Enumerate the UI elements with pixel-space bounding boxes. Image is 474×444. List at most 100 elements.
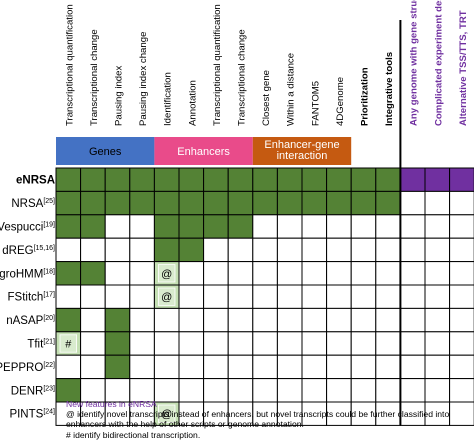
matrix-cell (375, 307, 401, 333)
matrix-cell (375, 237, 401, 263)
matrix-cell (227, 354, 254, 380)
matrix-cell (399, 331, 426, 356)
matrix-cell (350, 190, 377, 216)
matrix-cell (227, 190, 254, 216)
matrix-cell (326, 214, 352, 239)
matrix-cell (276, 354, 303, 380)
matrix-cell (129, 214, 155, 239)
matrix-cell (178, 237, 205, 263)
column-header: Prioritization (360, 67, 371, 126)
matrix-cell (375, 190, 401, 216)
matrix-cell (129, 261, 155, 286)
matrix-cell (104, 190, 131, 216)
matrix-cell (129, 167, 155, 192)
matrix-cell (104, 284, 131, 309)
matrix-cell (129, 284, 155, 309)
matrix-cell (424, 261, 451, 286)
cell-inner (157, 264, 176, 283)
group-box (56, 137, 155, 165)
matrix-cell (252, 237, 278, 263)
matrix-cell (252, 214, 278, 239)
matrix-cell (104, 354, 131, 380)
matrix-cell (326, 261, 352, 286)
matrix-cell (301, 354, 328, 380)
matrix-cell (80, 214, 106, 239)
column-header: Pausing index (114, 66, 125, 126)
group-box (154, 137, 253, 165)
matrix-cell (375, 284, 401, 309)
matrix-cell (449, 284, 474, 309)
matrix-cell (104, 331, 131, 356)
matrix-cell (449, 307, 474, 333)
matrix-cell (449, 214, 474, 239)
row-label: eNRSA (16, 175, 55, 187)
column-header: Identification (163, 72, 174, 126)
matrix-cell (178, 261, 205, 286)
matrix-cell (252, 331, 278, 356)
cell-inner (59, 334, 78, 353)
matrix-cell (80, 284, 106, 309)
cell-symbol: @ (161, 292, 172, 304)
matrix-cell (55, 307, 82, 333)
matrix-cell (399, 167, 426, 192)
matrix-cell (227, 331, 254, 356)
matrix-cell (399, 214, 426, 239)
column-header: Closest gene (261, 70, 272, 126)
column-header: Within a distance (286, 53, 297, 126)
matrix-cell (326, 284, 352, 309)
matrix-cell (252, 354, 278, 380)
matrix-cell (153, 237, 180, 263)
matrix-cell (252, 190, 278, 216)
matrix-cell (424, 237, 451, 263)
matrix-cell (252, 284, 278, 309)
matrix-cell (350, 284, 377, 309)
column-header: Any genome with gene structure (409, 0, 420, 126)
cell-inner (157, 404, 176, 423)
matrix-cell (326, 331, 352, 356)
matrix-cell (350, 354, 377, 380)
matrix-cell (153, 167, 180, 192)
matrix-cell (153, 190, 180, 216)
matrix-cell (104, 214, 131, 239)
matrix-cell (350, 214, 377, 239)
matrix-cell (203, 307, 229, 333)
matrix-cell (350, 331, 377, 356)
matrix-cell (227, 261, 254, 286)
matrix-cell (375, 214, 401, 239)
row-label: dREG[15,16] (2, 245, 55, 257)
matrix-cell (252, 261, 278, 286)
matrix-cell (153, 354, 180, 380)
matrix-cell (80, 237, 106, 263)
row-label: Tfit[21] (27, 339, 55, 351)
matrix-cell (80, 331, 106, 356)
matrix-cell (203, 214, 229, 239)
footnotes: New features in eNRSA @ identify novel t… (66, 399, 470, 440)
matrix-cell (55, 214, 82, 239)
matrix-cell (326, 237, 352, 263)
matrix-cell (203, 284, 229, 309)
matrix-cell (227, 167, 254, 192)
matrix-cell (104, 307, 131, 333)
matrix-cell (326, 307, 352, 333)
matrix-cell (399, 307, 426, 333)
group-label: interaction (277, 150, 328, 162)
matrix-cell (301, 167, 328, 192)
matrix-cell (424, 214, 451, 239)
matrix-cell (301, 284, 328, 309)
matrix-cell (203, 167, 229, 192)
matrix-cell (301, 261, 328, 286)
matrix-cell (326, 190, 352, 216)
matrix-cell (399, 261, 426, 286)
matrix-cell (449, 167, 474, 192)
matrix-cell (227, 284, 254, 309)
matrix-cell (153, 214, 180, 239)
matrix-cell (178, 331, 205, 356)
group-label: Genes (89, 146, 122, 158)
matrix-cell (252, 307, 278, 333)
matrix-cell (350, 237, 377, 263)
matrix-cell (178, 167, 205, 192)
matrix-cell (301, 214, 328, 239)
matrix-cell (178, 354, 205, 380)
matrix-cell (104, 237, 131, 263)
row-label: nASAP[20] (6, 315, 55, 327)
